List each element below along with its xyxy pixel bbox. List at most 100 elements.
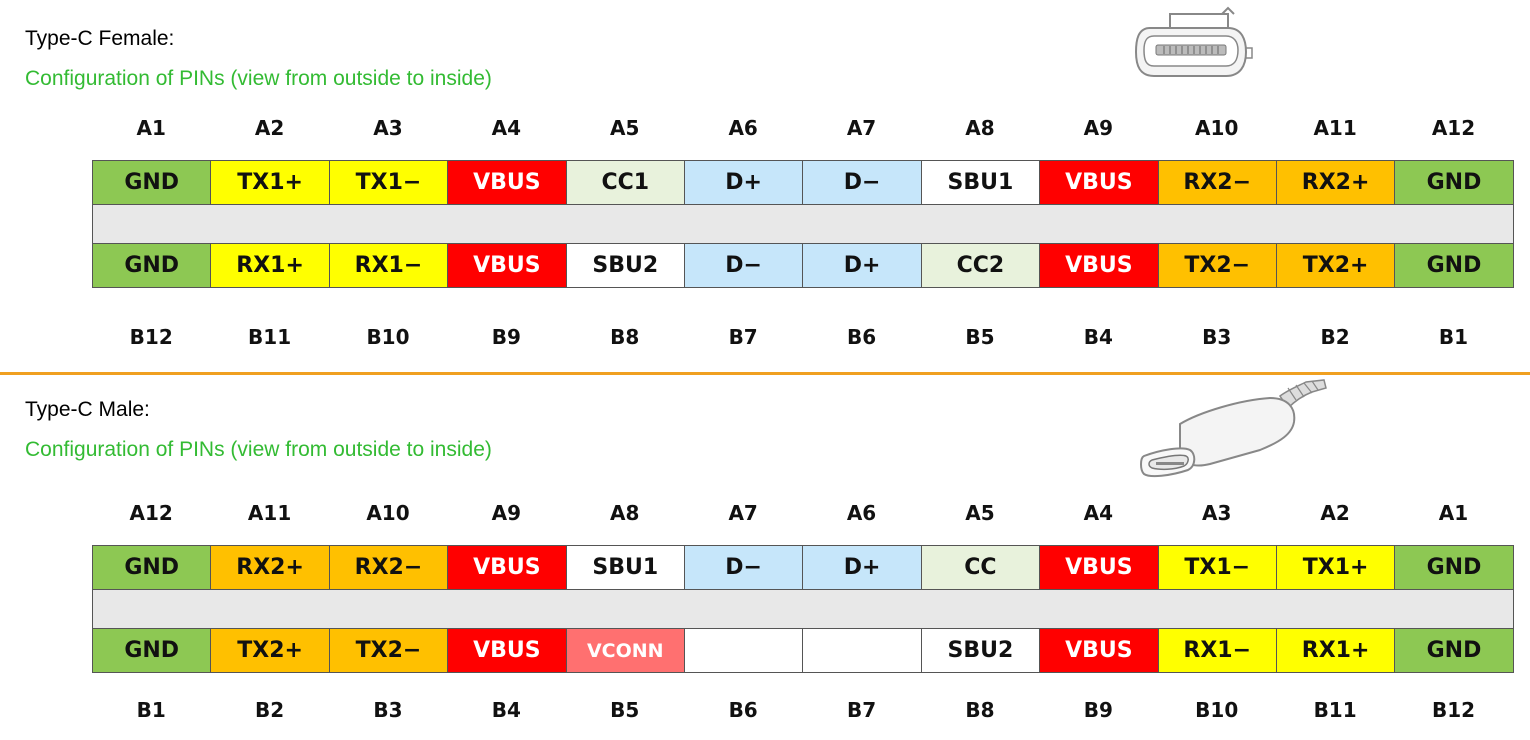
pin-cell: VBUS bbox=[447, 160, 567, 205]
pin-label: B12 bbox=[1431, 698, 1476, 722]
pin-label: A10 bbox=[366, 501, 410, 525]
pin-cell: SBU1 bbox=[565, 545, 685, 590]
pin-label: B8 bbox=[610, 325, 640, 349]
pin-cell: VBUS bbox=[447, 628, 567, 673]
pin-label: B4 bbox=[1083, 325, 1113, 349]
pin-row-a: GND RX2+ RX2− VBUS SBU1 D− D+ CC VBUS TX… bbox=[91, 545, 1514, 590]
pin-label: B6 bbox=[728, 698, 758, 722]
pin-cell: D− bbox=[802, 160, 922, 205]
pin-label: B3 bbox=[1202, 325, 1232, 349]
tongue-spacer bbox=[92, 204, 1514, 244]
pin-label: A2 bbox=[1320, 501, 1350, 525]
pin-cell: D+ bbox=[802, 243, 922, 288]
pin-cell bbox=[802, 628, 922, 673]
pin-cell: RX2− bbox=[328, 545, 449, 590]
pin-cell: TX1− bbox=[328, 160, 449, 205]
male-section: Type-C Male: Configuration of PINs (view… bbox=[0, 375, 1530, 740]
pin-cell: GND bbox=[1394, 160, 1514, 205]
pin-cell: RX2− bbox=[1157, 160, 1277, 205]
pin-label: A9 bbox=[1083, 116, 1114, 140]
pin-label: B7 bbox=[728, 325, 758, 349]
pin-cell: VBUS bbox=[1039, 628, 1159, 673]
pin-cell: RX1− bbox=[328, 243, 449, 288]
pin-label: A5 bbox=[965, 501, 995, 525]
pin-label: A7 bbox=[846, 116, 877, 140]
pin-cell: TX2− bbox=[1157, 243, 1277, 288]
pin-label: A10 bbox=[1195, 116, 1239, 140]
pin-cell: TX1+ bbox=[210, 160, 330, 205]
section-divider bbox=[0, 372, 1530, 375]
pin-cell: RX1+ bbox=[210, 243, 330, 288]
pin-label: A5 bbox=[610, 116, 640, 140]
pin-label: A8 bbox=[965, 116, 995, 140]
pin-label: A12 bbox=[1431, 116, 1476, 140]
pin-row-b: GND RX1+ RX1− VBUS SBU2 D− D+ CC2 VBUS T… bbox=[91, 243, 1514, 288]
pin-label: B9 bbox=[1083, 698, 1113, 722]
section-title: Type-C Female: bbox=[25, 27, 175, 50]
section-subtitle: Configuration of PINs (view from outside… bbox=[25, 67, 492, 90]
pin-cell: TX2+ bbox=[210, 628, 330, 673]
pin-cell: VBUS bbox=[447, 243, 567, 288]
pin-cell: RX2+ bbox=[1275, 160, 1396, 205]
pin-label: B2 bbox=[1320, 325, 1350, 349]
pin-number-row-b: B12 B11 B10 B9 B8 B7 B6 B5 B4 B3 B2 B1 bbox=[92, 320, 1513, 354]
pin-cell: GND bbox=[91, 160, 212, 205]
pin-cell: RX2+ bbox=[210, 545, 330, 590]
pin-number-row-a: A1 A2 A3 A4 A5 A6 A7 A8 A9 A10 A11 A12 bbox=[92, 111, 1513, 145]
pin-cell: VCONN bbox=[565, 628, 685, 673]
pin-cell: SBU2 bbox=[565, 243, 685, 288]
pin-cell: TX1− bbox=[1157, 545, 1277, 590]
pin-number-row-b: B1 B2 B3 B4 B5 B6 B7 B8 B9 B10 B11 B12 bbox=[92, 693, 1513, 727]
female-section: Type-C Female: Configuration of PINs (vi… bbox=[25, 6, 1514, 354]
pin-cell: D− bbox=[683, 545, 804, 590]
pin-label: B5 bbox=[610, 698, 640, 722]
pin-table: GND TX1+ TX1− VBUS CC1 D+ D− SBU1 VBUS R… bbox=[91, 160, 1514, 288]
pin-cell: SBU2 bbox=[920, 628, 1041, 673]
pin-label: A4 bbox=[491, 116, 522, 140]
pin-label: B2 bbox=[255, 698, 285, 722]
pin-label: A8 bbox=[610, 501, 640, 525]
pin-cell: RX1− bbox=[1157, 628, 1277, 673]
pin-cell: VBUS bbox=[447, 545, 567, 590]
pin-label: A11 bbox=[1313, 116, 1357, 140]
pin-label: A11 bbox=[247, 501, 292, 525]
pin-cell: D+ bbox=[802, 545, 922, 590]
pin-label: B4 bbox=[491, 698, 521, 722]
pin-cell bbox=[683, 628, 804, 673]
pin-cell: CC2 bbox=[920, 243, 1041, 288]
pin-label: A3 bbox=[1202, 501, 1232, 525]
pin-cell: D+ bbox=[683, 160, 804, 205]
usb-c-receptacle-icon bbox=[1134, 6, 1253, 77]
pin-cell: GND bbox=[91, 243, 212, 288]
pin-label: B6 bbox=[846, 325, 877, 349]
pin-label: A1 bbox=[1438, 501, 1469, 525]
pin-label: A3 bbox=[373, 116, 403, 140]
pin-table: GND RX2+ RX2− VBUS SBU1 D− D+ CC VBUS TX… bbox=[91, 545, 1514, 673]
pin-cell: GND bbox=[1394, 628, 1514, 673]
pin-label: B11 bbox=[248, 325, 292, 349]
pin-cell: CC1 bbox=[565, 160, 685, 205]
pin-label: B8 bbox=[965, 698, 995, 722]
pin-label: A12 bbox=[129, 501, 173, 525]
section-title: Type-C Male: bbox=[25, 398, 150, 421]
pin-label: B12 bbox=[129, 325, 173, 349]
pin-label: B7 bbox=[846, 698, 877, 722]
pin-cell: SBU1 bbox=[920, 160, 1041, 205]
pin-cell: TX2− bbox=[328, 628, 449, 673]
pin-cell: GND bbox=[1394, 545, 1514, 590]
section-subtitle: Configuration of PINs (view from outside… bbox=[25, 438, 492, 461]
pin-row-a: GND TX1+ TX1− VBUS CC1 D+ D− SBU1 VBUS R… bbox=[91, 160, 1514, 205]
tongue-spacer-row bbox=[92, 204, 1514, 244]
pin-label: A1 bbox=[136, 116, 166, 140]
pin-label: A4 bbox=[1083, 501, 1114, 525]
pin-label: B11 bbox=[1313, 698, 1357, 722]
pin-label: A9 bbox=[491, 501, 522, 525]
pin-label: A2 bbox=[254, 116, 285, 140]
pin-cell: CC bbox=[920, 545, 1041, 590]
pin-label: B10 bbox=[1195, 698, 1239, 722]
pin-label: B5 bbox=[965, 325, 995, 349]
pin-label: A7 bbox=[728, 501, 758, 525]
pin-label: A6 bbox=[728, 116, 758, 140]
pin-cell: D− bbox=[683, 243, 804, 288]
pin-cell: VBUS bbox=[1039, 160, 1159, 205]
